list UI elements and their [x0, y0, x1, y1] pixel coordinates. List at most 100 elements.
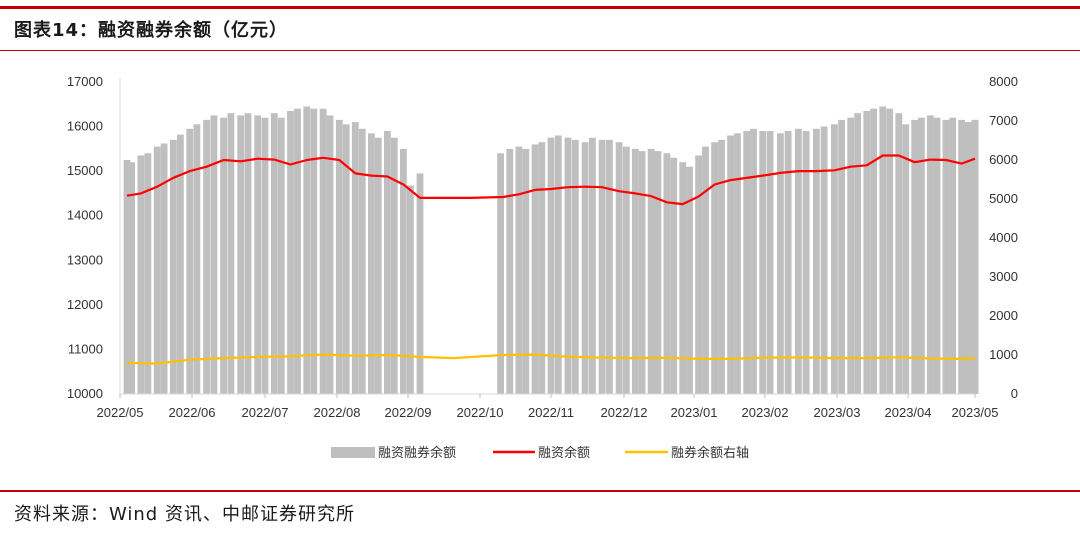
bar — [358, 128, 366, 395]
y-right-tick-label: 7000 — [989, 113, 1018, 128]
bar — [554, 135, 562, 394]
x-tick-label: 2022/07 — [242, 405, 289, 420]
bar — [831, 124, 838, 395]
bar — [606, 139, 613, 394]
y-right-tick-label: 1000 — [989, 347, 1018, 362]
y-right-tick-label: 6000 — [989, 152, 1018, 167]
bar — [342, 124, 350, 395]
bar — [177, 134, 184, 394]
y-left-tick-label: 13000 — [67, 252, 103, 267]
bar — [813, 128, 820, 395]
legend-label-short: 融券余额右轴 — [671, 445, 749, 461]
bar — [870, 108, 877, 394]
combo-chart: 1700016000150001400013000120001100010000… — [67, 74, 1018, 461]
y-left-tick-label: 15000 — [67, 163, 103, 178]
bar — [123, 160, 131, 394]
y-left-tick-label: 17000 — [67, 74, 103, 89]
bar — [654, 151, 662, 394]
bar — [711, 142, 718, 394]
y-left-tick-label: 11000 — [68, 341, 103, 356]
x-tick-label: 2022/10 — [457, 405, 504, 420]
bar — [795, 128, 802, 395]
x-tick-label: 2023/04 — [885, 405, 932, 420]
bar — [949, 117, 957, 394]
bar — [303, 106, 311, 394]
bar — [220, 117, 227, 394]
bar — [210, 115, 218, 395]
y-left-tick-label: 16000 — [67, 119, 103, 134]
bar — [564, 137, 572, 394]
bar — [847, 117, 855, 394]
y-right-tick-label: 2000 — [989, 308, 1018, 323]
bar — [886, 108, 894, 394]
bar — [926, 115, 934, 395]
bar — [186, 128, 194, 395]
source-note: 资料来源：Wind 资讯、中邮证券研究所 — [14, 504, 355, 525]
bar — [237, 115, 245, 395]
bar — [368, 133, 375, 395]
line-series-group — [126, 154, 976, 365]
bar — [270, 113, 278, 394]
bar — [319, 108, 327, 394]
bar — [734, 133, 741, 395]
bar — [766, 131, 774, 394]
bar — [538, 142, 546, 394]
bar — [571, 139, 579, 394]
bar — [294, 108, 301, 394]
bar-series-margin-total — [123, 106, 979, 395]
bar — [750, 128, 757, 395]
bar — [254, 115, 262, 395]
y-right-tick-label: 3000 — [989, 269, 1018, 284]
bar — [137, 155, 145, 394]
bar — [777, 133, 784, 395]
bar — [964, 122, 972, 394]
legend: 融资融券余额 融资余额 融券余额右轴 — [331, 445, 749, 461]
bar — [838, 119, 845, 395]
bar — [647, 148, 655, 394]
bar — [911, 119, 919, 395]
bar — [784, 131, 792, 394]
bar — [287, 111, 294, 394]
bar — [522, 148, 530, 394]
bar — [895, 113, 903, 394]
bar — [638, 151, 646, 394]
bar — [759, 131, 767, 394]
bar — [622, 146, 630, 394]
x-tick-label: 2022/06 — [169, 405, 216, 420]
x-tick-label: 2022/05 — [97, 405, 144, 420]
x-tick-label: 2022/11 — [528, 405, 574, 420]
bar — [727, 135, 734, 394]
bar — [193, 124, 201, 395]
bar — [918, 117, 925, 394]
bar — [863, 111, 871, 394]
bar — [515, 146, 523, 394]
bar — [416, 173, 424, 394]
bar — [547, 137, 555, 394]
bar — [506, 148, 514, 394]
y-left-tick-label: 12000 — [67, 297, 103, 312]
title-rule — [0, 50, 1080, 51]
bar — [170, 139, 177, 394]
y-right-tick-label: 4000 — [989, 230, 1018, 245]
bar — [277, 117, 285, 394]
bar — [310, 108, 318, 394]
legend-label-bars: 融资融券余额 — [378, 445, 456, 461]
bar — [902, 124, 910, 395]
bar — [879, 106, 887, 394]
x-tick-label: 2023/02 — [742, 405, 789, 420]
bar — [128, 162, 135, 394]
y-left-tick-label: 10000 — [67, 386, 103, 401]
bar — [686, 166, 693, 394]
bar — [374, 137, 382, 394]
bar — [589, 137, 596, 394]
bar — [854, 113, 861, 394]
x-tick-label: 2023/03 — [814, 405, 861, 420]
bar — [400, 148, 407, 394]
top-rule — [0, 6, 1080, 9]
bar — [497, 153, 504, 394]
bar — [335, 119, 343, 395]
bar — [718, 139, 725, 394]
bar — [942, 119, 950, 395]
bar — [802, 131, 810, 394]
bar — [598, 139, 606, 394]
